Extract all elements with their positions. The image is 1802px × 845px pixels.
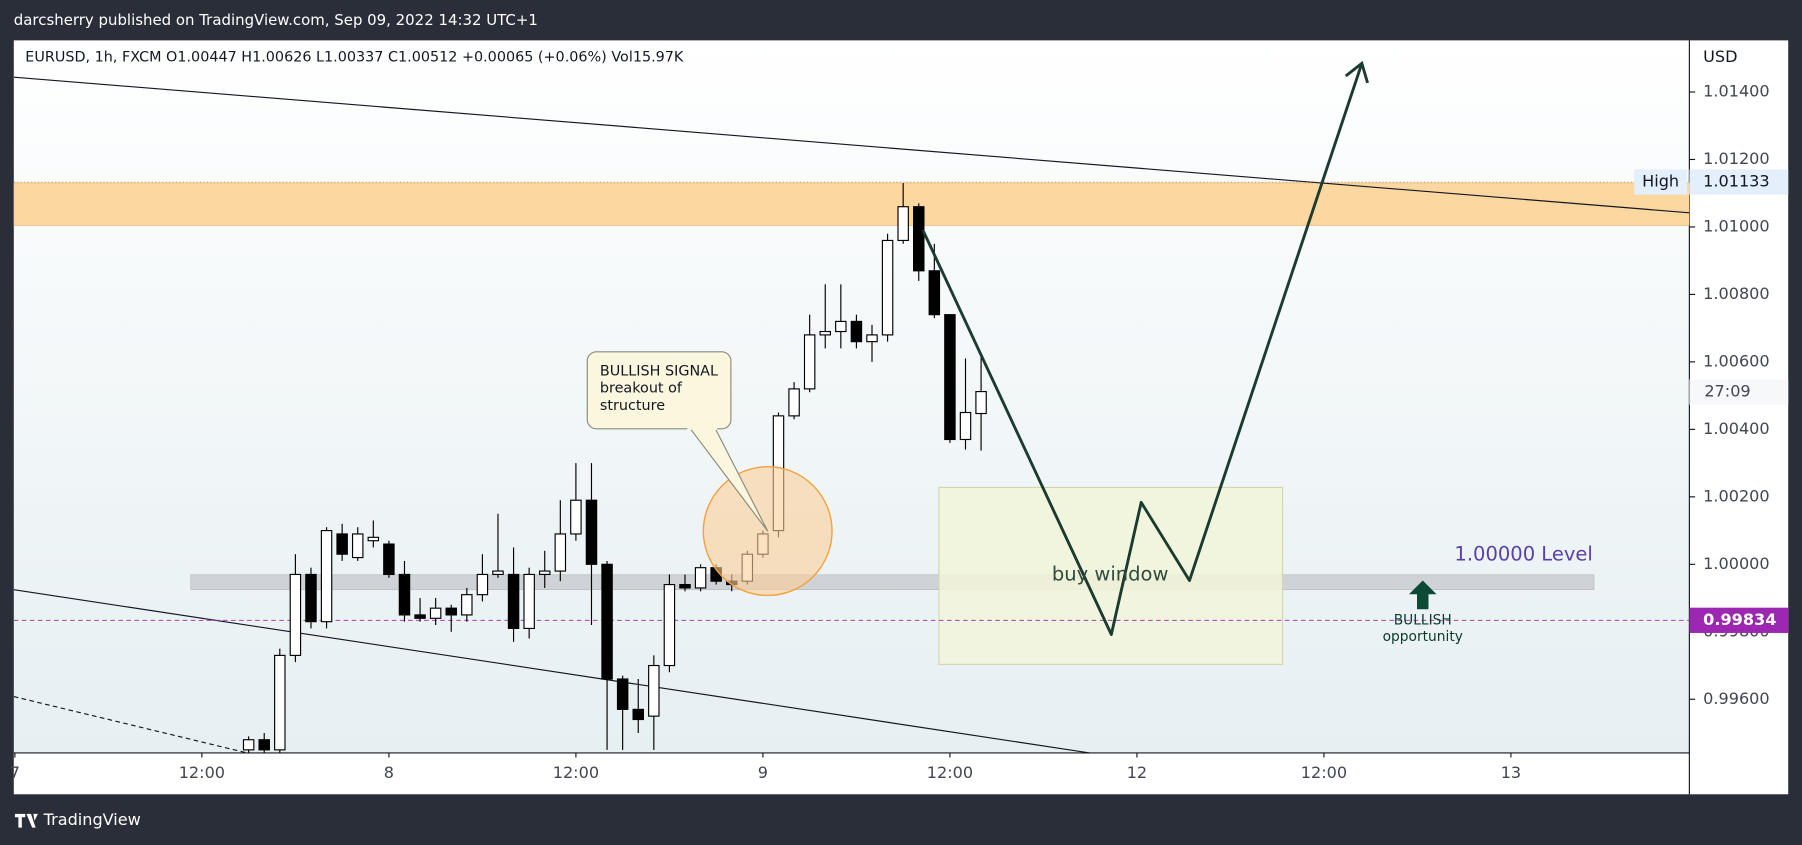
up-arrow — [1408, 580, 1437, 610]
x-tick-label: 12:00 — [553, 763, 599, 782]
high-name: High — [1642, 172, 1679, 191]
trendline — [13, 76, 1690, 214]
candle-body — [538, 570, 551, 576]
x-tick-label: 9 — [758, 763, 768, 782]
candle-body — [570, 499, 582, 535]
levels — [13, 181, 1690, 621]
countdown: 27:09 — [1704, 382, 1750, 401]
level-label: 1.00000 Level — [1454, 543, 1592, 566]
candle-body — [554, 533, 567, 572]
candle-body — [289, 573, 302, 656]
callout-box — [586, 351, 732, 430]
projection-arrowhead — [1344, 60, 1369, 84]
price-axis — [1689, 40, 1789, 795]
y-tick-label: 1.00800 — [1703, 284, 1770, 303]
time-axis — [13, 752, 1690, 795]
x-tick-label: 13 — [1501, 763, 1521, 782]
x-tick-label: 12:00 — [927, 763, 973, 782]
y-tick-label: 1.00200 — [1703, 486, 1770, 505]
y-tick-label: 1.01200 — [1703, 149, 1770, 168]
y-axis-label: USD — [1703, 47, 1737, 66]
candle-body — [398, 573, 411, 616]
candle-body — [351, 533, 364, 559]
x-tick-label: 12 — [1127, 763, 1147, 782]
trendline — [13, 589, 1090, 753]
callout-join — [687, 425, 718, 430]
high-price: 1.01133 — [1703, 172, 1770, 191]
y-tick-label: 1.01000 — [1703, 216, 1770, 235]
candle-body — [881, 239, 894, 336]
symbol-legend: EURUSD, 1h, FXCM O1.00447 H1.00626 L1.00… — [25, 50, 684, 66]
candle-body — [429, 607, 442, 619]
candle-body — [694, 567, 707, 589]
candle-body — [476, 573, 489, 596]
candle-body — [944, 314, 956, 441]
drawings-front: BULLISH SIGNAL breakout of structure buy… — [586, 60, 1593, 645]
candle-body — [601, 563, 613, 680]
x-tick-label: 8 — [384, 763, 394, 782]
x-tick-label: 12:00 — [1301, 763, 1347, 782]
y-tick-label: 1.00000 — [1703, 554, 1770, 573]
price-tags: 27:09 High 1.01133 0.99834 — [1634, 169, 1789, 633]
candle-body — [336, 533, 348, 555]
buy-window-label: buy window — [1052, 562, 1169, 585]
candle-body — [507, 573, 520, 629]
publisher-line: darcsherry published on TradingView.com,… — [14, 11, 538, 29]
y-tick-label: 1.00600 — [1703, 351, 1770, 370]
brand-logo — [14, 813, 38, 828]
candle-body — [897, 206, 909, 242]
candle-body — [258, 739, 270, 751]
candle-body — [866, 334, 878, 343]
candle-body — [585, 499, 598, 565]
callout-title: BULLISH SIGNAL — [600, 363, 718, 379]
callout-text: breakout of — [600, 381, 683, 397]
candle-body — [835, 320, 847, 333]
candle-body — [320, 530, 333, 623]
countdown-tag — [1689, 379, 1789, 405]
y-tick-label: 1.01400 — [1703, 81, 1770, 100]
candle-body — [679, 583, 691, 589]
candle-body — [819, 330, 831, 336]
bullish-label: opportunity — [1383, 629, 1463, 645]
candle-body — [383, 543, 395, 576]
resistance-zone — [13, 182, 1690, 226]
candle-body — [367, 536, 380, 542]
candle-body — [616, 678, 629, 710]
candle-body — [242, 739, 255, 751]
brand: TradingView — [43, 810, 141, 829]
plot-area — [13, 40, 1690, 753]
candle-body — [648, 664, 660, 717]
callout-pointer — [689, 427, 769, 532]
callout-text: structure — [600, 398, 665, 414]
candle-body — [788, 388, 800, 417]
candle-body — [461, 594, 473, 616]
candle-body — [959, 411, 972, 441]
candle-body — [632, 708, 644, 721]
projection-path — [921, 62, 1364, 636]
candle-body — [850, 320, 863, 343]
y-tick-label: 1.00400 — [1703, 419, 1770, 438]
high-price-tag — [1689, 169, 1789, 195]
candle-body — [414, 614, 426, 619]
bullish-label: BULLISH — [1394, 613, 1452, 629]
y-tick-label: 0.99600 — [1703, 689, 1770, 708]
candle-body — [913, 206, 925, 272]
marker-price: 0.99834 — [1703, 610, 1776, 629]
candle-body — [274, 654, 286, 751]
candle-body — [445, 607, 457, 616]
marker-price-tag — [1689, 607, 1789, 633]
candle-body — [523, 573, 535, 629]
x-tick-label: 7 — [10, 763, 20, 782]
candle-body — [305, 573, 317, 623]
candles — [242, 183, 987, 753]
high-name-tag — [1634, 169, 1688, 195]
candle-body — [492, 570, 504, 576]
candle-body — [663, 583, 676, 667]
candle-body — [975, 391, 987, 415]
x-tick-label: 12:00 — [179, 763, 225, 782]
candle-body — [928, 270, 941, 316]
candle-body — [803, 334, 816, 390]
